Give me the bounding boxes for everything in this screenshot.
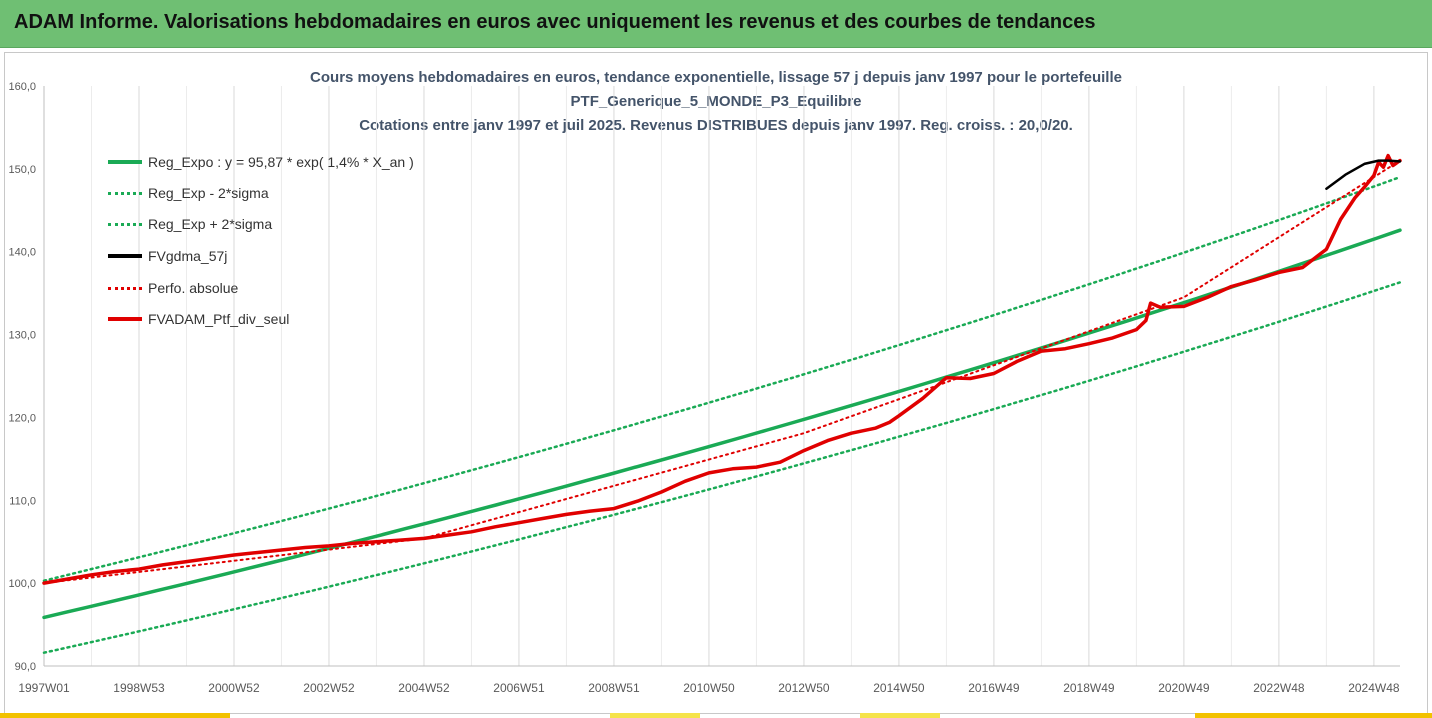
legend-swatch-solid-green <box>108 160 142 164</box>
y-tick-label: 90,0 <box>15 661 36 673</box>
bottom-accent-bar <box>1195 713 1432 718</box>
bottom-accent-bar <box>610 713 700 718</box>
series-line-2 <box>42 175 1402 582</box>
x-tick-label: 1998W53 <box>113 681 165 695</box>
series-line-1 <box>42 281 1402 654</box>
chart-title: Cours moyens hebdomadaires en euros, ten… <box>0 66 1432 138</box>
x-tick-label: 1997W01 <box>18 681 70 695</box>
legend-label: Perfo. absolue <box>148 280 239 296</box>
bottom-accent-bar <box>860 713 940 718</box>
series-line-3 <box>1325 159 1402 190</box>
legend-swatch-dotted-green <box>108 191 142 195</box>
y-tick-label: 160,0 <box>8 81 36 93</box>
legend-item-perfo-absolue: Perfo. absolue <box>108 278 238 298</box>
x-tick-label: 2008W51 <box>588 681 640 695</box>
x-tick-label: 2020W49 <box>1158 681 1210 695</box>
y-tick-label: 130,0 <box>8 330 36 342</box>
y-tick-label: 150,0 <box>8 164 36 176</box>
series-line-4 <box>43 159 1401 585</box>
y-tick-label: 110,0 <box>9 495 36 507</box>
x-tick-label: 2004W52 <box>398 681 450 695</box>
legend-item-fvadam: FVADAM_Ptf_div_seul <box>108 309 289 329</box>
legend-swatch-solid-red <box>108 317 142 321</box>
x-tick-label: 2000W52 <box>208 681 260 695</box>
x-tick-label: 2024W48 <box>1348 681 1400 695</box>
y-tick-label: 140,0 <box>8 247 36 259</box>
x-tick-label: 2012W50 <box>778 681 830 695</box>
legend-label: FVgdma_57j <box>148 248 228 264</box>
x-tick-label: 2016W49 <box>968 681 1020 695</box>
legend-swatch-solid-black <box>108 254 142 258</box>
legend-swatch-dotted-red <box>108 286 142 290</box>
legend-label: Reg_Exp + 2*sigma <box>148 216 273 232</box>
x-tick-label: 2014W50 <box>873 681 925 695</box>
legend-item-reg-expo: Reg_Expo : y = 95,87 * exp( 1,4% * X_an … <box>108 152 414 172</box>
legend-label: Reg_Expo : y = 95,87 * exp( 1,4% * X_an … <box>148 154 414 170</box>
header-banner: ADAM Informe. Valorisations hebdomadaire… <box>0 0 1432 48</box>
x-tick-label: 2022W48 <box>1253 681 1305 695</box>
chart-title-line-1: Cours moyens hebdomadaires en euros, ten… <box>310 69 1122 86</box>
legend-label: FVADAM_Ptf_div_seul <box>148 311 290 327</box>
report-title: ADAM Informe. Valorisations hebdomadaire… <box>14 11 1096 33</box>
x-tick-label: 2018W49 <box>1063 681 1115 695</box>
x-tick-label: 2002W52 <box>303 681 355 695</box>
y-tick-label: 100,0 <box>8 578 36 590</box>
y-tick-label: 120,0 <box>8 412 36 424</box>
x-tick-label: 2006W51 <box>493 681 545 695</box>
chart-title-line-2: PTF_Generique_5_MONDE_P3_Equilibre <box>570 93 862 110</box>
legend-label: Reg_Exp - 2*sigma <box>148 185 269 201</box>
chart-title-line-3: Cotations entre janv 1997 et juil 2025. … <box>359 117 1073 134</box>
bottom-accent-bar <box>0 713 230 718</box>
series-line-5 <box>42 153 1402 585</box>
x-tick-label: 2010W50 <box>683 681 735 695</box>
legend-item-fvgdma: FVgdma_57j <box>108 246 227 266</box>
chart-area <box>4 52 1428 714</box>
legend-swatch-dotted-green <box>108 222 142 226</box>
legend-item-reg-exp-plus: Reg_Exp + 2*sigma <box>108 214 272 234</box>
legend-item-reg-exp-minus: Reg_Exp - 2*sigma <box>108 183 269 203</box>
